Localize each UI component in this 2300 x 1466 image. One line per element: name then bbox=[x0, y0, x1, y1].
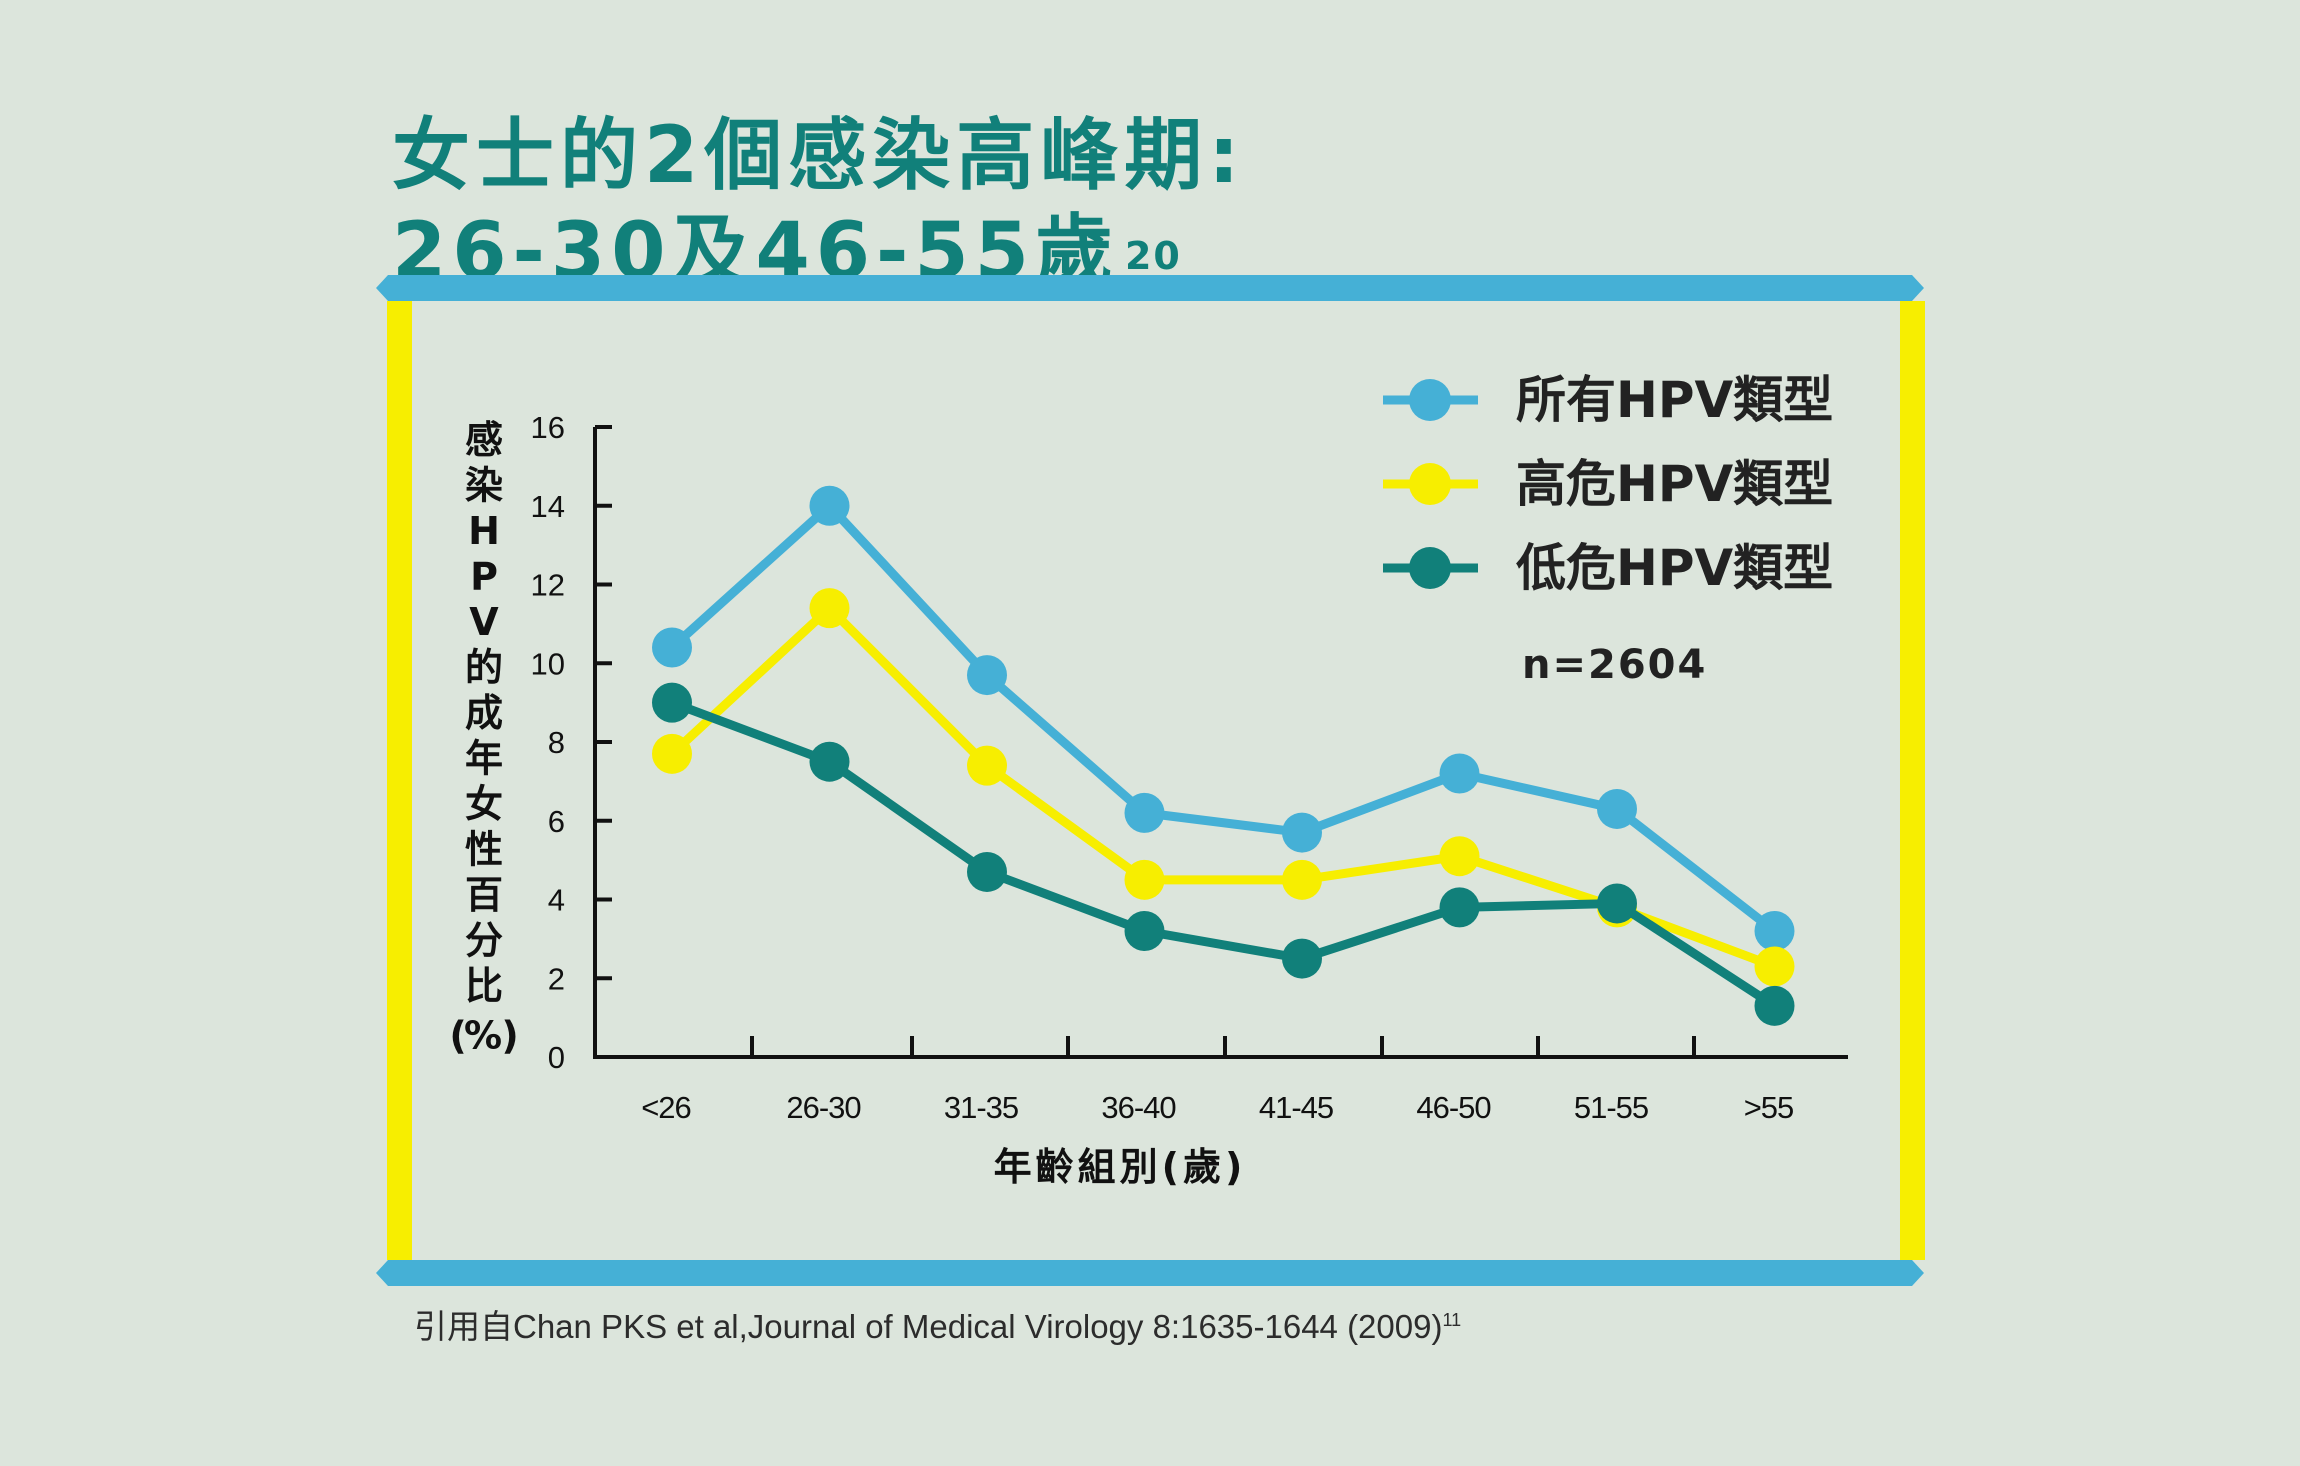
x-axis-label: 年齡組別(歲) bbox=[994, 1145, 1247, 1189]
series-line bbox=[668, 603, 1777, 971]
data-point bbox=[1282, 938, 1322, 979]
x-tick-label: 36-40 bbox=[1101, 1090, 1176, 1125]
data-point bbox=[1282, 859, 1322, 900]
sample-size-annotation: n=2604 bbox=[1522, 642, 1707, 688]
data-point bbox=[652, 627, 692, 668]
y-axis: 0 2 4 6 8 10 12 14 16 bbox=[531, 410, 612, 1075]
x-tick-label: >55 bbox=[1744, 1090, 1794, 1125]
data-point bbox=[1439, 887, 1480, 928]
y-tick-label: 14 bbox=[531, 489, 565, 524]
legend-item: 所有HPV類型 bbox=[1383, 371, 1833, 429]
y-tick-label: 16 bbox=[531, 410, 565, 445]
series-line bbox=[668, 501, 1778, 935]
data-point bbox=[809, 741, 850, 782]
data-point bbox=[1124, 859, 1165, 900]
data-point bbox=[652, 733, 692, 774]
data-point bbox=[1439, 753, 1480, 794]
data-point bbox=[967, 745, 1007, 786]
x-tick-label: <26 bbox=[641, 1090, 691, 1125]
legend-label: 高危HPV類型 bbox=[1516, 455, 1833, 513]
frame-left-bar bbox=[387, 301, 412, 1260]
data-point bbox=[809, 485, 850, 526]
x-tick-label: 46-50 bbox=[1416, 1090, 1491, 1125]
y-tick-label: 12 bbox=[531, 568, 565, 603]
data-point bbox=[967, 655, 1007, 696]
y-tick-label: 0 bbox=[548, 1040, 565, 1075]
frame-bottom-bar bbox=[376, 1260, 1924, 1286]
legend-marker bbox=[1409, 463, 1451, 505]
x-tick-label: 31-35 bbox=[944, 1090, 1018, 1125]
x-tick-label: 51-55 bbox=[1574, 1090, 1648, 1125]
legend-label: 低危HPV類型 bbox=[1516, 539, 1833, 597]
legend-marker bbox=[1409, 547, 1451, 589]
y-axis-label: 感染 H P V 的成年女性百分比(%) bbox=[449, 418, 518, 1058]
series-line bbox=[670, 698, 1777, 1010]
x-tick-label: 26-30 bbox=[786, 1090, 861, 1125]
data-point bbox=[1754, 946, 1795, 987]
y-tick-label: 2 bbox=[548, 961, 565, 996]
x-tick-label: 41-45 bbox=[1259, 1090, 1333, 1125]
title-line-1: 女士的2個感染高峰期: bbox=[392, 111, 1246, 201]
series-2 bbox=[652, 682, 1795, 1026]
citation-text: 引用自Chan PKS et al,Journal of Medical Vir… bbox=[414, 1308, 1443, 1345]
data-point bbox=[1754, 985, 1795, 1026]
citation: 引用自Chan PKS et al,Journal of Medical Vir… bbox=[414, 1300, 1461, 1348]
data-point bbox=[652, 682, 692, 723]
series-0 bbox=[652, 485, 1795, 951]
title-superscript: 20 bbox=[1124, 234, 1182, 278]
frame-top-bar bbox=[376, 275, 1924, 301]
legend-label: 所有HPV類型 bbox=[1516, 371, 1833, 429]
chart-frame bbox=[376, 275, 1925, 1286]
data-point bbox=[1439, 836, 1480, 877]
citation-superscript: 11 bbox=[1442, 1310, 1462, 1330]
frame-right-bar bbox=[1900, 301, 1925, 1260]
data-point bbox=[809, 588, 850, 629]
legend-marker bbox=[1409, 379, 1451, 421]
data-point bbox=[1124, 792, 1165, 833]
data-point bbox=[1282, 812, 1322, 853]
legend-item: 高危HPV類型 bbox=[1383, 455, 1833, 513]
series-layer bbox=[652, 485, 1795, 1026]
x-axis: <26 26-30 31-35 36-40 41-45 46-50 51-55 >55 bbox=[593, 1036, 1848, 1125]
data-point bbox=[967, 851, 1007, 892]
y-tick-label: 8 bbox=[548, 725, 565, 760]
legend-item: 低危HPV類型 bbox=[1383, 539, 1833, 597]
data-point bbox=[1597, 883, 1637, 924]
y-tick-label: 6 bbox=[548, 804, 565, 839]
data-point bbox=[1124, 911, 1165, 951]
y-tick-label: 10 bbox=[531, 646, 565, 681]
y-tick-label: 4 bbox=[548, 883, 565, 918]
page-title: 女士的2個感染高峰期: 26-30及46-55歲 20 bbox=[392, 108, 1245, 300]
data-point bbox=[1754, 911, 1795, 951]
data-point bbox=[1597, 788, 1637, 829]
